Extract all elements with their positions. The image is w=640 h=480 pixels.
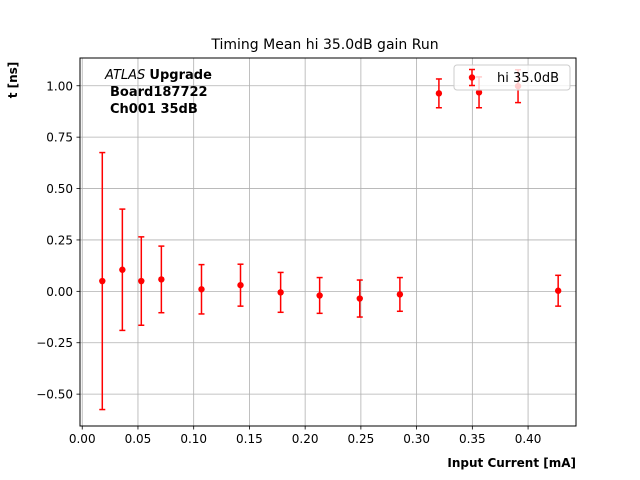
x-tick-label: 0.15 [236, 432, 263, 446]
data-point [138, 277, 145, 285]
grid [80, 58, 576, 426]
x-tick-label: 0.20 [292, 432, 319, 446]
data-point [237, 281, 244, 289]
x-tick-label: 0.10 [180, 432, 207, 446]
x-axis: 0.00 0.05 0.10 0.15 0.20 0.25 0.30 0.35 0.40 [69, 426, 542, 446]
upgrade-label: Upgrade [149, 68, 212, 83]
y-axis-label: t [ns] [6, 62, 20, 99]
atlas-annotation: ATLAS Upgrade Board187722 Ch001 35dB [104, 68, 212, 117]
plot-frame [79, 57, 577, 427]
data-point [554, 287, 562, 294]
data-series [99, 68, 562, 411]
channel-label: Ch001 35dB [110, 102, 198, 117]
y-tick-label: −0.50 [36, 388, 73, 402]
x-tick-label: 0.00 [69, 432, 96, 446]
y-tick-label: 0.00 [46, 285, 73, 299]
x-tick-label: 0.35 [459, 432, 486, 446]
data-point [316, 292, 323, 299]
data-point [99, 277, 106, 285]
x-tick-label: 0.25 [348, 432, 375, 446]
legend-box [453, 64, 571, 91]
atlas-label: ATLAS [104, 68, 145, 83]
x-axis-label: Input Current [mA] [447, 456, 576, 470]
annotation-line1: ATLAS Upgrade [104, 68, 212, 83]
y-tick-label: −0.25 [36, 336, 73, 350]
legend-point [468, 74, 476, 81]
board-label: Board187722 [110, 85, 208, 100]
y-tick-label: 1.00 [46, 79, 73, 93]
legend: hi 35.0dB [453, 64, 571, 91]
x-tick-label: 0.05 [125, 432, 152, 446]
y-axis: −0.50 −0.25 0.00 0.25 0.50 0.75 1.00 [36, 79, 80, 402]
legend-label: hi 35.0dB [497, 71, 559, 86]
data-point [277, 289, 284, 296]
chart-title: Timing Mean hi 35.0dB gain Run [210, 37, 438, 53]
data-point [435, 90, 443, 97]
data-point [475, 89, 483, 96]
data-point [396, 291, 404, 298]
data-point [119, 266, 126, 273]
y-tick-label: 0.25 [46, 233, 73, 247]
data-point [158, 276, 165, 283]
y-tick-label: 0.75 [46, 131, 73, 145]
x-tick-label: 0.40 [515, 432, 542, 446]
y-tick-label: 0.50 [46, 182, 73, 196]
data-point [356, 295, 363, 302]
legend-marker [468, 68, 476, 87]
x-tick-label: 0.30 [403, 432, 430, 446]
data-point [198, 286, 205, 293]
